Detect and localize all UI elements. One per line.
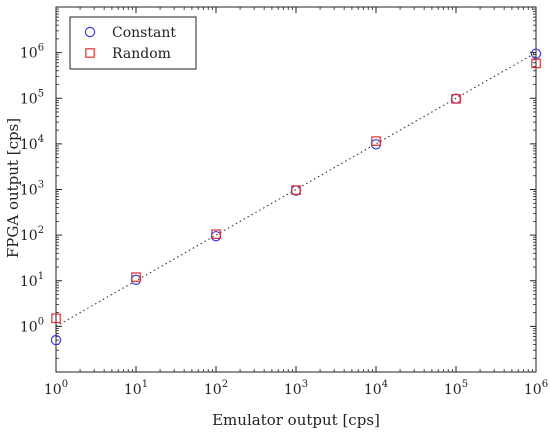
random-point	[131, 272, 141, 282]
y-tick-label: 103	[20, 180, 44, 199]
random-point	[531, 58, 541, 69]
legend-label: Random	[112, 46, 171, 62]
constant-point	[530, 48, 542, 59]
legend-random-marker	[85, 48, 95, 58]
y-axis-title: FPGA output [cps]	[4, 118, 22, 258]
constant-point	[370, 139, 382, 150]
x-tick-label: 102	[204, 379, 228, 398]
random-point	[51, 313, 61, 324]
y-tick-label: 106	[20, 43, 44, 62]
x-tick-label: 103	[284, 379, 308, 398]
random-point	[371, 136, 381, 146]
constant-point	[210, 230, 222, 242]
x-axis-title: Emulator output [cps]	[212, 411, 380, 429]
random-point	[211, 229, 221, 239]
x-tick-label: 104	[364, 379, 388, 398]
x-tick-label: 105	[444, 379, 468, 398]
x-tick-label: 100	[44, 379, 68, 398]
reference-line	[55, 52, 537, 327]
legend-box	[69, 16, 197, 70]
random-point	[451, 94, 461, 104]
y-tick-label: 104	[20, 134, 44, 153]
y-tick-label: 105	[20, 88, 44, 107]
plot-area: 100 101 102 103 104 105 106 100 101 102 103 104 105 1…	[20, 6, 548, 398]
random-point	[291, 185, 301, 195]
x-tick-label: 101	[124, 379, 148, 398]
y-tick-label: 100	[20, 316, 44, 335]
y-tick-label: 102	[20, 225, 44, 244]
x-tick-label: 106	[524, 379, 548, 398]
legend-constant-marker	[84, 26, 96, 38]
constant-point	[130, 274, 142, 285]
legend-label: Constant	[112, 25, 176, 41]
constant-point	[50, 334, 62, 346]
y-tick-label: 101	[20, 271, 44, 290]
